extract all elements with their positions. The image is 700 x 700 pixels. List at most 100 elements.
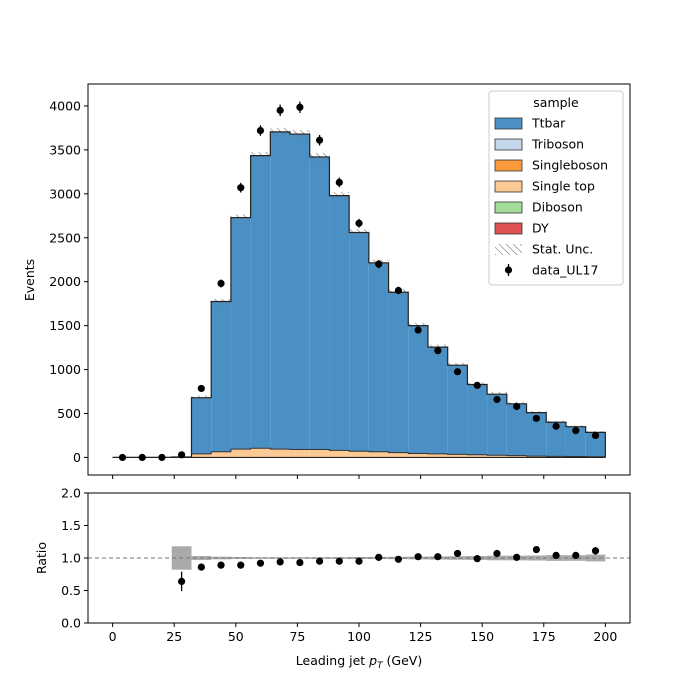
ratio-point bbox=[394, 555, 403, 563]
legend-label: Triboson bbox=[531, 137, 584, 152]
ttbar-bar bbox=[290, 134, 310, 450]
legend-label: Stat. Unc. bbox=[532, 242, 593, 257]
data-point bbox=[375, 260, 383, 268]
x-tick-label: 25 bbox=[166, 629, 182, 644]
legend-marker bbox=[504, 266, 513, 274]
data-point bbox=[453, 368, 462, 376]
ratio-y-tick-label: 0.5 bbox=[61, 583, 81, 598]
singletop-bar bbox=[368, 451, 389, 458]
data-point bbox=[414, 326, 422, 334]
singletop-outline bbox=[112, 447, 606, 458]
x-tick-label: 125 bbox=[409, 629, 433, 644]
legend-swatch-hatch bbox=[495, 244, 522, 255]
main-y-label: Events bbox=[22, 259, 37, 301]
legend-entries: Ttbar Triboson Singleboson Single top Diboso… bbox=[494, 116, 608, 278]
ttbar-bar bbox=[191, 397, 212, 454]
x-tick-label: 150 bbox=[470, 629, 494, 644]
data-point bbox=[296, 103, 304, 111]
ttbar-bar bbox=[487, 394, 507, 456]
ttbar-bar bbox=[368, 262, 389, 452]
ttbar-bar bbox=[506, 403, 527, 456]
legend-label: Singleboson bbox=[532, 158, 608, 173]
data-point bbox=[493, 395, 501, 404]
ttbar-bar bbox=[447, 365, 468, 455]
ratio-point bbox=[375, 553, 383, 561]
ttbar-bar bbox=[467, 384, 488, 455]
ttbar-bar bbox=[211, 301, 231, 452]
ttbar-bar bbox=[250, 155, 271, 449]
ratio-y-tick-label: 1.0 bbox=[61, 551, 81, 566]
x-axis-label: Leading jet pT (GeV) bbox=[296, 653, 422, 671]
ratio-point bbox=[473, 555, 481, 563]
data-point bbox=[394, 286, 403, 295]
data-point bbox=[237, 184, 245, 192]
ratio-y-axis: 0.0 0.5 1.0 1.5 2.0 bbox=[61, 486, 88, 631]
y-tick-label: 2500 bbox=[49, 230, 81, 245]
ratio-point bbox=[572, 551, 580, 560]
data-point bbox=[473, 381, 481, 389]
singletop-bar bbox=[388, 452, 409, 458]
ratio-point bbox=[513, 553, 521, 561]
ttbar-bar bbox=[526, 412, 547, 457]
singletop-bar bbox=[191, 453, 212, 458]
ttbar-bar bbox=[230, 217, 251, 450]
y-tick-label: 3500 bbox=[49, 142, 81, 157]
data-point bbox=[118, 453, 127, 462]
x-tick-label: 75 bbox=[289, 629, 305, 644]
singletop-bar bbox=[349, 451, 369, 458]
data-point bbox=[434, 347, 442, 355]
data-point bbox=[591, 431, 600, 440]
y-tick-label: 0 bbox=[73, 450, 81, 465]
data-point bbox=[513, 402, 521, 411]
ttbar-bar bbox=[408, 325, 428, 454]
x-tick-label: 0 bbox=[109, 629, 117, 644]
data-point bbox=[178, 451, 186, 459]
legend-swatch bbox=[494, 201, 523, 214]
data-point bbox=[138, 453, 146, 462]
ttbar-bar bbox=[270, 131, 291, 450]
ttbar-bar bbox=[427, 347, 448, 454]
x-tick-label: 100 bbox=[347, 629, 371, 644]
ratio-panel: 0.0 0.5 1.0 1.5 2.0 0 25 50 75 100 125 150 175 200 R… bbox=[34, 486, 631, 671]
ratio-point bbox=[453, 549, 462, 558]
legend: sample Ttbar Triboson Singleboson Single to… bbox=[488, 90, 624, 286]
data-point bbox=[335, 178, 343, 187]
legend-swatch bbox=[494, 117, 523, 130]
legend-swatch bbox=[494, 180, 523, 193]
data-point bbox=[256, 126, 265, 135]
legend-swatch bbox=[494, 222, 523, 235]
singletop-bar bbox=[447, 454, 468, 458]
ratio-x-axis: 0 25 50 75 100 125 150 175 200 bbox=[109, 623, 617, 644]
data-point bbox=[217, 279, 225, 288]
y-tick-label: 1500 bbox=[49, 318, 81, 333]
data-point bbox=[158, 453, 166, 462]
ratio-point bbox=[591, 547, 600, 555]
legend-label: DY bbox=[532, 221, 549, 236]
stack-outline bbox=[112, 131, 606, 459]
ratio-point bbox=[178, 577, 186, 586]
data-point bbox=[276, 106, 284, 114]
y-tick-label: 2000 bbox=[49, 274, 81, 289]
main-y-axis: 0 500 1000 1500 2000 2500 3000 3500 4000 bbox=[49, 98, 88, 465]
data-point bbox=[315, 136, 324, 144]
y-tick-label: 3000 bbox=[49, 186, 81, 201]
singletop-bar bbox=[211, 451, 231, 458]
data-point bbox=[552, 422, 560, 430]
singletop-bar bbox=[408, 453, 428, 458]
ratio-y-tick-label: 1.5 bbox=[61, 518, 81, 533]
ratio-point bbox=[217, 561, 225, 569]
legend-title: sample bbox=[533, 95, 579, 110]
singletop-bar bbox=[309, 449, 330, 458]
data-point bbox=[532, 414, 540, 422]
ratio-point bbox=[315, 557, 324, 565]
ttbar-bar bbox=[349, 232, 369, 452]
main-x-ticks bbox=[112, 475, 606, 479]
ratio-plot-area bbox=[88, 545, 630, 592]
singletop-bar bbox=[487, 455, 507, 458]
ttbar-bar bbox=[546, 422, 566, 457]
singletop-bar bbox=[526, 456, 547, 458]
y-tick-label: 4000 bbox=[49, 98, 81, 113]
singletop-bar bbox=[270, 449, 291, 458]
ttbar-bar bbox=[388, 292, 409, 453]
ratio-y-label: Ratio bbox=[34, 542, 49, 574]
